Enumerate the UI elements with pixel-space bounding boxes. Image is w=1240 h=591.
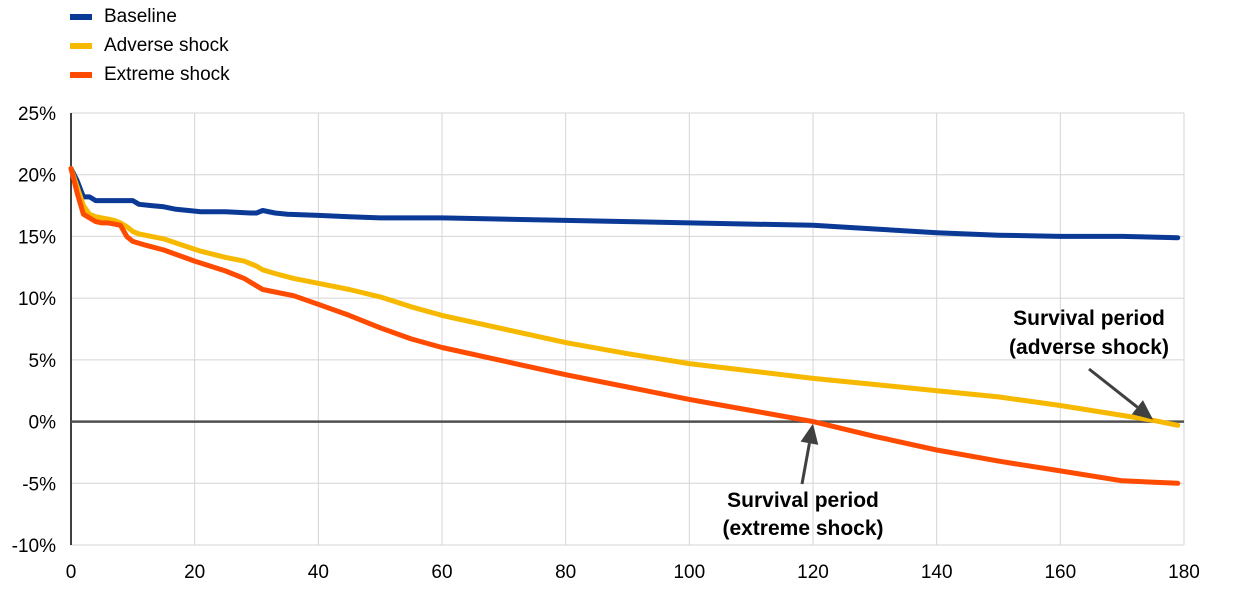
- y-tick-label: 15%: [18, 227, 56, 248]
- x-tick-label: 100: [673, 562, 705, 583]
- legend-label-adverse-shock: Adverse shock: [104, 34, 229, 56]
- annotation-label-adverse-shock: Survival period: [1013, 307, 1165, 330]
- annotation-arrow-shaft: [800, 442, 811, 485]
- y-tick-label: 25%: [18, 104, 56, 125]
- x-tick-label: 40: [308, 562, 329, 583]
- x-tick-label: 120: [797, 562, 829, 583]
- y-tick-label: -10%: [12, 536, 56, 557]
- y-tick-label: 5%: [29, 351, 57, 372]
- annotation-label-adverse-shock: (adverse shock): [1009, 336, 1169, 359]
- series-line-baseline: [68, 166, 1181, 241]
- y-tick-label: 10%: [18, 289, 56, 310]
- x-tick-label: 180: [1168, 562, 1200, 583]
- series-line-extreme-shock: [68, 166, 1181, 486]
- legend-swatch-extreme-shock: [70, 71, 92, 78]
- y-tick-label: 20%: [18, 166, 56, 187]
- legend-item-baseline: Baseline: [70, 2, 230, 31]
- legend-label-baseline: Baseline: [104, 5, 177, 27]
- y-tick-label: 0%: [29, 413, 57, 434]
- x-tick-label: 0: [66, 562, 77, 583]
- legend: Baseline Adverse shock Extreme shock: [70, 2, 230, 89]
- series-line-adverse-shock: [68, 166, 1181, 428]
- x-tick-label: 160: [1044, 562, 1076, 583]
- annotation-label-extreme-shock: (extreme shock): [722, 517, 883, 540]
- annotation-label-extreme-shock: Survival period: [727, 489, 879, 512]
- legend-item-adverse-shock: Adverse shock: [70, 31, 230, 60]
- x-tick-label: 60: [431, 562, 452, 583]
- annotation-arrow-head: [800, 423, 819, 445]
- y-tick-label: -5%: [22, 474, 56, 495]
- legend-swatch-adverse-shock: [70, 42, 92, 49]
- annotation-arrow-shaft: [1088, 367, 1139, 409]
- x-tick-label: 140: [921, 562, 953, 583]
- legend-item-extreme-shock: Extreme shock: [70, 60, 230, 89]
- legend-swatch-baseline: [70, 13, 92, 20]
- x-tick-label: 20: [184, 562, 205, 583]
- x-tick-label: 80: [555, 562, 576, 583]
- legend-label-extreme-shock: Extreme shock: [104, 63, 230, 85]
- annotation-arrow-head: [1131, 400, 1154, 420]
